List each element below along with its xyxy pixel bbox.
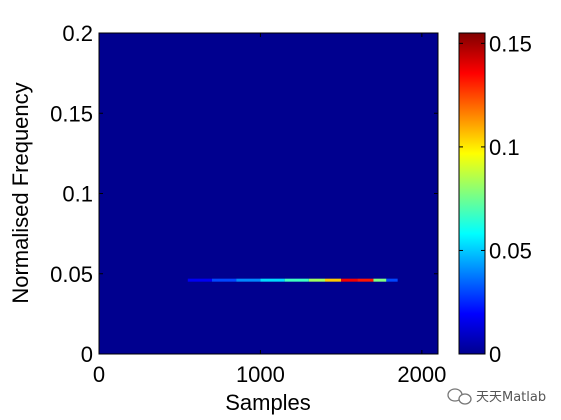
ridge-segment [236, 278, 261, 282]
colorbar-tick-label: 0.15 [489, 31, 532, 56]
x-axis: 0 1000 2000 [93, 33, 446, 387]
spectrogram-ridge [187, 278, 398, 282]
watermark: 天天Matlab [447, 388, 546, 405]
x-tick-label: 1000 [236, 362, 285, 387]
ridge-segment [325, 278, 342, 282]
colorbar-tick-label: 0.05 [489, 238, 532, 263]
ridge-segment [341, 278, 358, 282]
x-tick-label: 2000 [397, 362, 446, 387]
y-tick-label: 0.1 [62, 182, 93, 207]
plot-area [99, 33, 438, 354]
colorbar-axis: 0 0.05 0.1 0.15 [459, 31, 532, 367]
y-tick-label: 0.05 [50, 262, 93, 287]
ridge-segment [260, 278, 285, 282]
x-tick-label: 0 [93, 362, 105, 387]
y-axis-label: Normalised Frequency [8, 82, 33, 303]
colorbar [458, 32, 486, 355]
ridge-segment [187, 278, 212, 282]
y-tick-label: 0 [81, 342, 93, 367]
ridge-segment [373, 278, 387, 282]
chat-bubble-icon [447, 388, 472, 405]
x-axis-label: Samples [225, 390, 311, 415]
colorbar-tick-label: 0.1 [489, 135, 520, 160]
y-axis: 0 0.05 0.1 0.15 0.2 [50, 21, 438, 367]
ridge-segment [212, 278, 237, 282]
y-tick-label: 0.2 [62, 21, 93, 46]
watermark-text: 天天Matlab [476, 390, 546, 405]
ridge-segment [284, 278, 309, 282]
ridge-segment [357, 278, 374, 282]
colorbar-tick-label: 0 [489, 342, 501, 367]
ridge-segment [386, 278, 398, 282]
y-tick-label: 0.15 [50, 101, 93, 126]
ridge-segment [308, 278, 325, 282]
